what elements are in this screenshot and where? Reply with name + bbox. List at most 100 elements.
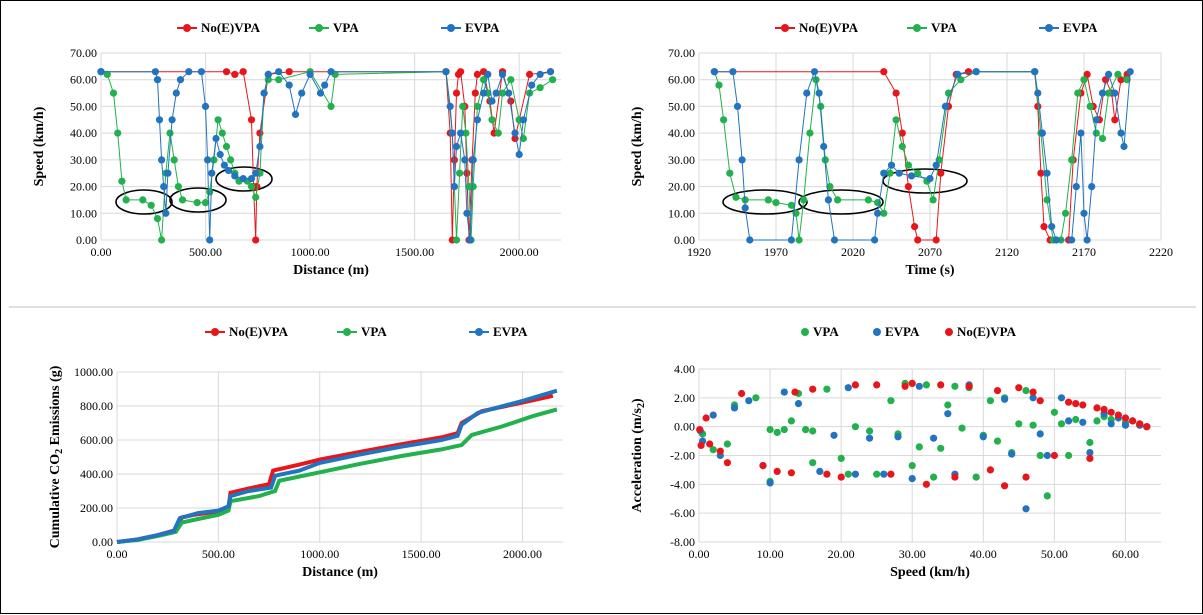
data-point (174, 183, 182, 191)
data-point (507, 76, 515, 84)
data-point (773, 467, 781, 475)
data-point (515, 150, 523, 159)
data-point (944, 410, 952, 418)
data-point (1114, 411, 1122, 419)
data-point (168, 116, 176, 124)
data-point (697, 441, 705, 449)
data-point (1121, 421, 1130, 429)
data-point (1117, 76, 1125, 84)
data-point (170, 156, 178, 164)
data-point (1143, 423, 1151, 431)
data-point (892, 89, 900, 97)
data-point (696, 426, 704, 434)
data-point (204, 156, 212, 164)
data-point (993, 437, 1002, 445)
data-point (866, 427, 874, 435)
y-tick-label: 30.00 (70, 153, 97, 167)
data-point (844, 384, 852, 392)
data-point (452, 236, 461, 244)
data-point (1080, 209, 1088, 217)
data-point (1086, 449, 1094, 457)
data-point (473, 102, 481, 110)
data-point (1105, 89, 1113, 97)
data-point (327, 102, 335, 110)
y-tick-label: 30.00 (668, 153, 695, 167)
data-point (507, 97, 515, 105)
data-point (1022, 473, 1030, 481)
data-point (1037, 169, 1045, 177)
data-point (1111, 89, 1119, 97)
data-point (469, 183, 477, 191)
x-tick-label: 50.00 (1041, 547, 1068, 561)
data-point (1086, 454, 1094, 462)
data-point (1093, 404, 1101, 412)
data-point (473, 70, 481, 78)
x-tick-label: 2000.00 (500, 245, 539, 259)
data-point (802, 426, 810, 434)
data-point (941, 102, 950, 110)
data-point (965, 382, 973, 390)
data-point (886, 169, 894, 177)
data-point (1072, 183, 1080, 191)
data-point (780, 388, 788, 396)
data-point (806, 129, 814, 137)
data-point (907, 172, 916, 180)
data-point (830, 236, 839, 244)
data-point (809, 459, 817, 467)
x-tick-label: 1000.00 (291, 245, 330, 259)
legend-marker (781, 24, 789, 32)
y-tick-label: 50.00 (668, 99, 695, 113)
data-point (511, 129, 519, 137)
data-point (794, 400, 803, 408)
data-point (1034, 89, 1042, 97)
legend-item: EVPA (441, 20, 500, 35)
data-point (745, 397, 753, 405)
annotation-ellipse (115, 189, 173, 215)
data-point (993, 387, 1002, 395)
y-tick-label: 200.00 (80, 501, 113, 515)
x-tick-label: 20.00 (828, 547, 855, 561)
data-point (986, 397, 995, 405)
data-point (118, 177, 126, 185)
x-axis-title: Distance (m) (302, 565, 378, 580)
series-line (116, 407, 558, 544)
legend-marker (183, 24, 191, 32)
y-tick-label: 400.00 (80, 467, 113, 481)
data-point (1100, 405, 1108, 413)
data-point (1057, 420, 1066, 428)
legend: No(E)VPA VPA EVPA (177, 20, 500, 35)
y-tick-label: 2.00 (674, 391, 695, 405)
legend-item: VPA (337, 324, 387, 339)
data-point (887, 161, 896, 169)
data-point (951, 382, 959, 390)
data-point (153, 215, 162, 223)
data-point (709, 446, 717, 454)
data-point (488, 116, 496, 124)
data-point (457, 129, 465, 137)
data-point (764, 196, 772, 204)
data-point (206, 188, 214, 196)
data-point (256, 142, 264, 151)
y-tick-label: 600.00 (80, 433, 113, 447)
legend-item: VPA (801, 324, 839, 339)
data-point (895, 169, 903, 177)
annotation-ellipse (798, 189, 884, 215)
legend-item: No(E)VPA (205, 324, 289, 339)
legend-label: VPA (333, 20, 359, 35)
data-point (247, 116, 256, 124)
y-tick-label: 40.00 (70, 126, 97, 140)
data-point (1068, 156, 1076, 164)
data-point (752, 394, 760, 402)
data-point (450, 183, 458, 191)
tick-labels: 0.00 10.00 20.00 30.00 40.00 50.00 60.00 70.00 1… (668, 46, 1173, 259)
data-point (880, 68, 888, 76)
legend-label: EVPA (885, 324, 920, 339)
data-point (480, 76, 488, 84)
data-point (480, 89, 488, 97)
y-tick-label: 10.00 (70, 206, 97, 220)
y-tick-label: 0.00 (92, 535, 113, 549)
data-point (484, 70, 492, 78)
annotation-ellipse (722, 189, 808, 215)
